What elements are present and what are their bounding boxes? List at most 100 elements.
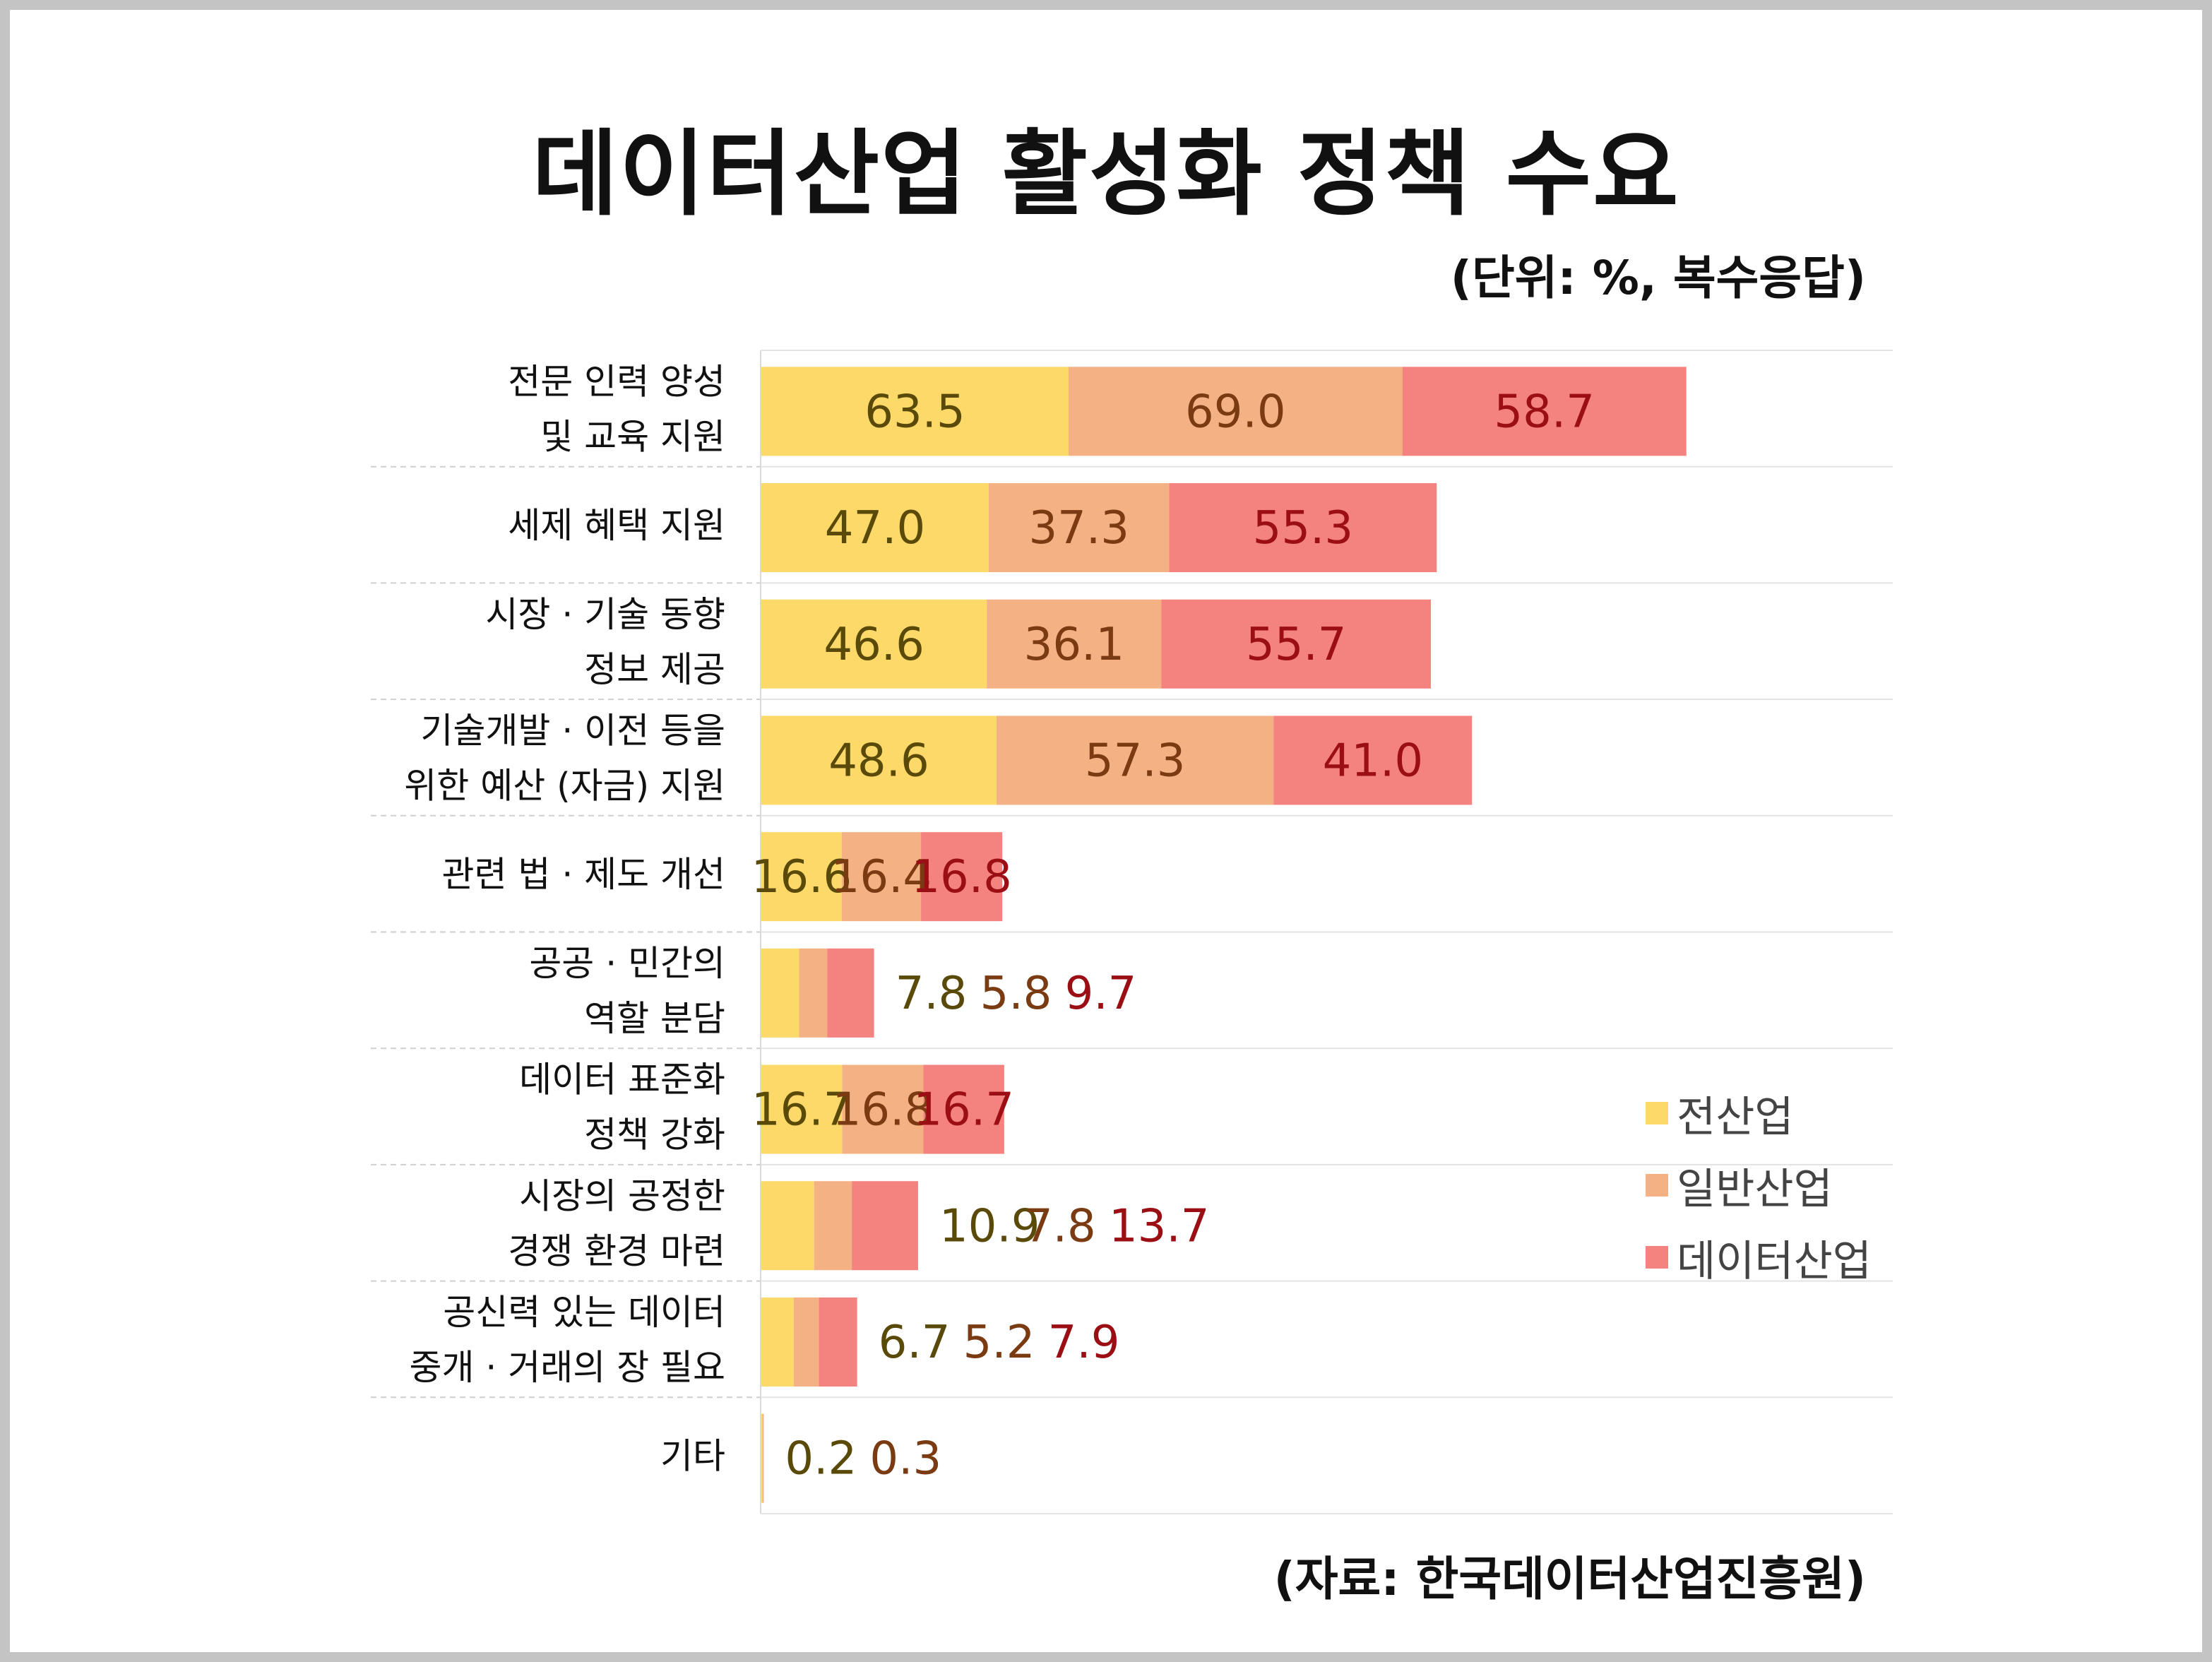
value-label: 55.3 bbox=[1253, 502, 1354, 554]
value-label: 9.7 bbox=[1065, 968, 1137, 1020]
category-label-line: 위한 예산 (자금) 지원 bbox=[404, 765, 725, 806]
value-label: 41.0 bbox=[1323, 735, 1424, 787]
category-label-line: 관련 법 · 제도 개선 bbox=[442, 854, 725, 895]
value-label: 13.7 bbox=[1109, 1200, 1210, 1252]
bar-segment bbox=[841, 832, 922, 922]
value-label: 16.7 bbox=[751, 1084, 852, 1136]
bar-segment bbox=[761, 599, 987, 689]
bar-segment bbox=[761, 367, 1069, 456]
bar-segment bbox=[819, 1297, 857, 1387]
legend-swatch-all-industries bbox=[1646, 1102, 1668, 1124]
category-label: 관련 법 · 제도 개선 bbox=[442, 854, 725, 895]
bar-segment bbox=[814, 1181, 852, 1271]
value-label: 7.8 bbox=[1024, 1200, 1096, 1252]
chart-title: 데이터산업 활성화 정책 수요 bbox=[532, 120, 1680, 229]
value-label: 16.4 bbox=[831, 851, 932, 903]
value-label: 58.7 bbox=[1494, 386, 1595, 438]
bar-segment bbox=[1068, 367, 1403, 456]
value-label: 5.8 bbox=[980, 968, 1052, 1020]
value-label: 57.3 bbox=[1085, 735, 1186, 787]
bar-segment bbox=[842, 1064, 924, 1154]
bar-segment bbox=[761, 948, 799, 1038]
value-label: 0.2 bbox=[785, 1433, 857, 1485]
bar-segment bbox=[852, 1181, 918, 1271]
bars bbox=[761, 367, 1687, 1503]
bar-segment bbox=[996, 716, 1274, 805]
bar-segment bbox=[761, 1064, 843, 1154]
bar-segment bbox=[761, 832, 842, 922]
value-label: 10.9 bbox=[939, 1200, 1040, 1252]
bar-segment bbox=[923, 1064, 1004, 1154]
category-label-line: 시장 · 기술 동향 bbox=[485, 594, 725, 635]
legend-item-all-industries: 전산업 bbox=[1646, 1077, 1872, 1149]
value-label: 0.3 bbox=[869, 1433, 941, 1485]
category-label: 세제 혜택 지원 bbox=[508, 505, 725, 546]
unit-note: (단위: %, 복수응답) bbox=[1450, 251, 1866, 305]
legend-label-data-industry: 데이터산업 bbox=[1677, 1236, 1872, 1286]
value-label: 16.8 bbox=[833, 1084, 934, 1136]
category-label-line: 공신력 있는 데이터 bbox=[443, 1292, 725, 1333]
value-label: 63.5 bbox=[864, 386, 965, 438]
category-label-line: 세제 혜택 지원 bbox=[508, 505, 725, 546]
bar-segment bbox=[799, 948, 828, 1038]
value-label: 46.6 bbox=[823, 619, 924, 671]
legend-item-data-industry: 데이터산업 bbox=[1646, 1221, 1872, 1293]
bar-segment bbox=[1161, 599, 1432, 689]
value-label: 36.1 bbox=[1024, 619, 1125, 671]
category-label-line: 공공 · 민간의 bbox=[529, 943, 725, 984]
bar-segment bbox=[987, 599, 1162, 689]
bar-segment bbox=[827, 948, 874, 1038]
legend-label-all-industries: 전산업 bbox=[1677, 1092, 1794, 1142]
value-label: 5.2 bbox=[963, 1317, 1035, 1369]
category-label-line: 전문 인력 양성 bbox=[508, 361, 725, 402]
bar-segment bbox=[793, 1297, 819, 1387]
category-label-line: 기술개발 · 이전 등을 bbox=[420, 710, 725, 751]
value-label: 6.7 bbox=[879, 1317, 951, 1369]
legend-swatch-general-industry bbox=[1646, 1174, 1668, 1197]
grid-lines bbox=[371, 350, 1893, 1514]
bar-segment bbox=[988, 483, 1170, 573]
legend-swatch-data-industry bbox=[1646, 1246, 1668, 1269]
bar-segment bbox=[1273, 716, 1473, 805]
legend-label-general-industry: 일반산업 bbox=[1677, 1164, 1833, 1214]
source-note: (자료: 한국데이터산업진흥원) bbox=[1273, 1552, 1866, 1606]
category-label-line: 경쟁 환경 마련 bbox=[508, 1230, 725, 1271]
legend-item-general-industry: 일반산업 bbox=[1646, 1149, 1872, 1221]
bar-segment bbox=[761, 1181, 814, 1271]
category-label-line: 기타 bbox=[660, 1436, 725, 1477]
value-label: 69.0 bbox=[1185, 386, 1286, 438]
legend: 전산업 일반산업 데이터산업 bbox=[1646, 1077, 1872, 1293]
category-label-line: 역할 분담 bbox=[584, 998, 725, 1039]
bar-segment bbox=[921, 832, 1003, 922]
value-label: 7.9 bbox=[1048, 1317, 1120, 1369]
bar-segment bbox=[761, 716, 997, 805]
value-label: 37.3 bbox=[1028, 502, 1129, 554]
value-label: 55.7 bbox=[1246, 619, 1347, 671]
category-label-line: 정보 제공 bbox=[584, 649, 725, 690]
category-label-line: 시장의 공정한 bbox=[519, 1175, 725, 1216]
bar-segment bbox=[1402, 367, 1687, 456]
value-label: 16.6 bbox=[751, 851, 852, 903]
bar-segment bbox=[762, 1413, 764, 1503]
category-label-line: 중개 · 거래의 장 필요 bbox=[410, 1347, 725, 1388]
bar-segment bbox=[761, 1297, 794, 1387]
category-label-line: 및 교육 지원 bbox=[540, 416, 725, 457]
value-label: 16.7 bbox=[913, 1084, 1014, 1136]
bar-segment bbox=[1169, 483, 1437, 573]
category-label-line: 정책 강화 bbox=[584, 1115, 725, 1156]
bar-segment bbox=[761, 483, 989, 573]
category-label: 기타 bbox=[660, 1436, 725, 1477]
value-label: 48.6 bbox=[828, 735, 929, 787]
category-label-line: 데이터 표준화 bbox=[519, 1059, 725, 1100]
value-label: 47.0 bbox=[825, 502, 926, 554]
value-label: 7.8 bbox=[896, 968, 968, 1020]
